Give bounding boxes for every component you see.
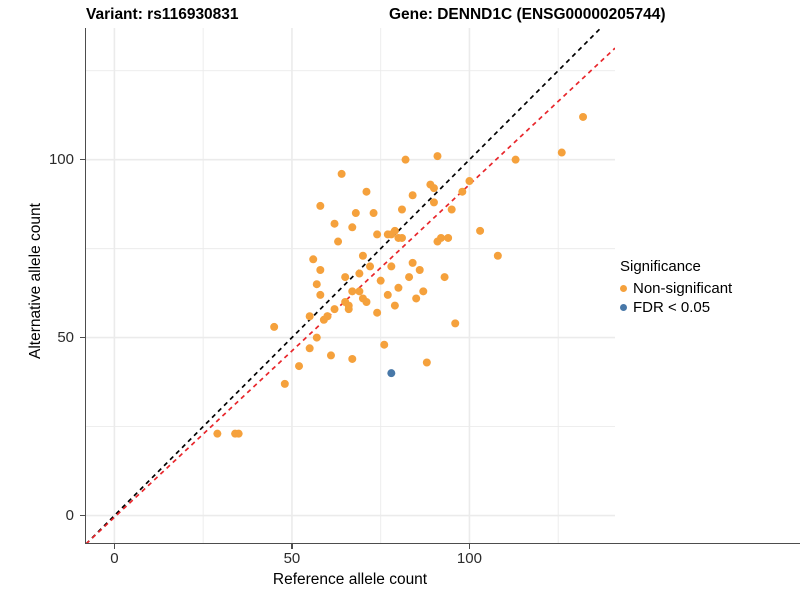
x-tick-mark — [291, 544, 293, 549]
data-point[interactable] — [366, 262, 375, 271]
data-point[interactable] — [415, 265, 424, 274]
x-tick-mark — [468, 544, 471, 549]
data-point[interactable] — [408, 258, 417, 267]
data-point[interactable] — [437, 233, 446, 242]
y-tick-label: 50 — [57, 328, 74, 346]
data-point[interactable] — [326, 351, 335, 360]
data-point[interactable] — [394, 283, 403, 292]
data-point[interactable] — [397, 233, 406, 242]
data-point[interactable] — [348, 354, 357, 363]
data-point[interactable] — [390, 226, 399, 235]
data-point[interactable] — [493, 251, 502, 260]
data-point[interactable] — [344, 305, 353, 314]
data-point[interactable] — [270, 322, 279, 331]
legend-label-nonsignificant: Non-significant — [633, 280, 733, 297]
data-point[interactable] — [316, 290, 325, 299]
title-row: Variant: rs116930831 Gene: DENND1C (ENSG… — [0, 4, 800, 28]
data-point[interactable] — [337, 169, 346, 178]
data-point[interactable] — [440, 273, 449, 282]
legend-title: Significance — [620, 258, 701, 275]
y-axis-line — [85, 28, 87, 544]
legend: Significance Non-significant FDR < 0.05 — [620, 258, 800, 317]
data-point[interactable] — [465, 177, 474, 186]
legend-dot-nonsignificant-icon — [620, 285, 627, 292]
data-point[interactable] — [579, 112, 588, 121]
x-tick-label: 50 — [283, 550, 301, 567]
data-point[interactable] — [405, 273, 414, 282]
data-point[interactable] — [387, 262, 396, 271]
y-tick-mark — [80, 159, 85, 161]
data-point[interactable] — [383, 290, 392, 299]
data-point[interactable] — [387, 369, 396, 378]
data-point[interactable] — [312, 333, 321, 342]
data-point[interactable] — [330, 305, 339, 314]
data-point[interactable] — [234, 429, 243, 438]
data-point[interactable] — [369, 209, 378, 218]
data-point[interactable] — [334, 237, 343, 246]
data-point[interactable] — [458, 187, 467, 196]
data-point[interactable] — [451, 319, 460, 328]
series-non-significant — [213, 112, 588, 438]
data-point[interactable] — [305, 344, 314, 353]
scatter-plot-svg — [86, 28, 615, 544]
y-tick-mark — [80, 514, 85, 517]
series-fdr-0-05 — [387, 369, 396, 378]
y-tick-mark — [80, 337, 85, 339]
data-point[interactable] — [312, 280, 321, 289]
data-point[interactable] — [511, 155, 520, 164]
data-point[interactable] — [380, 340, 389, 349]
x-tick-label: 100 — [456, 550, 482, 567]
data-point[interactable] — [362, 298, 371, 307]
data-point[interactable] — [358, 251, 367, 260]
data-point[interactable] — [295, 362, 304, 371]
x-tick-label: 0 — [110, 550, 119, 567]
data-point[interactable] — [419, 287, 428, 296]
data-point[interactable] — [390, 301, 399, 310]
plot-panel — [86, 28, 615, 544]
gene-title: Gene: DENND1C (ENSG00000205744) — [389, 6, 666, 23]
data-point[interactable] — [376, 276, 385, 285]
data-point[interactable] — [348, 287, 357, 296]
data-point[interactable] — [305, 312, 314, 321]
legend-item-significant[interactable]: FDR < 0.05 — [620, 298, 800, 317]
data-point[interactable] — [309, 255, 318, 264]
data-point[interactable] — [373, 230, 382, 239]
data-point[interactable] — [373, 308, 382, 317]
data-point[interactable] — [330, 219, 339, 228]
data-point[interactable] — [316, 201, 325, 210]
data-point[interactable] — [316, 265, 325, 274]
y-tick-label: 0 — [65, 506, 74, 524]
data-point[interactable] — [429, 198, 438, 207]
data-point[interactable] — [362, 187, 371, 196]
data-point[interactable] — [476, 226, 485, 235]
data-point[interactable] — [351, 209, 360, 218]
legend-label-significant: FDR < 0.05 — [633, 299, 711, 316]
data-point[interactable] — [355, 287, 364, 296]
data-point[interactable] — [280, 379, 289, 388]
data-point[interactable] — [213, 429, 222, 438]
data-point[interactable] — [429, 184, 438, 193]
y-tick-label: 100 — [48, 150, 74, 168]
data-point[interactable] — [408, 191, 417, 200]
x-axis-line — [85, 543, 800, 545]
data-point[interactable] — [348, 223, 357, 232]
x-axis-title: Reference allele count — [272, 571, 428, 588]
legend-dot-significant-icon — [620, 304, 627, 311]
x-tick-mark — [113, 544, 115, 549]
data-point[interactable] — [397, 205, 406, 214]
data-point[interactable] — [447, 205, 456, 214]
data-point[interactable] — [422, 358, 431, 367]
data-point[interactable] — [323, 312, 332, 321]
data-point[interactable] — [557, 148, 566, 157]
data-point[interactable] — [341, 273, 350, 282]
data-point[interactable] — [401, 155, 410, 164]
y-axis-title: Alternative allele count — [27, 203, 44, 359]
legend-item-nonsignificant[interactable]: Non-significant — [620, 279, 800, 298]
data-point[interactable] — [412, 294, 421, 303]
variant-title: Variant: rs116930831 — [86, 6, 239, 23]
data-point[interactable] — [433, 152, 442, 161]
data-point[interactable] — [444, 233, 453, 242]
data-point[interactable] — [355, 269, 364, 278]
